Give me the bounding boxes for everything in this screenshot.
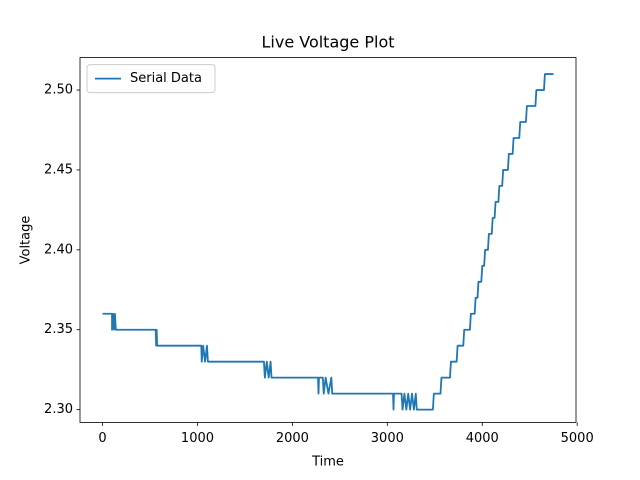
- x-tick-label: 3000: [371, 431, 404, 446]
- y-tick-label: 2.50: [44, 83, 73, 98]
- y-tick-label: 2.30: [44, 402, 73, 417]
- x-tick-label: 5000: [561, 431, 594, 446]
- axes-frame: [79, 57, 577, 423]
- x-axis-label: Time: [311, 455, 344, 470]
- x-tick-label: 2000: [276, 431, 309, 446]
- x-tick-label: 4000: [466, 431, 499, 446]
- data-line: [102, 73, 554, 411]
- legend-box: [86, 64, 216, 94]
- y-axis-label: Voltage: [19, 216, 34, 265]
- x-tick-label: 0: [98, 431, 106, 446]
- y-tick-label: 2.40: [44, 242, 73, 257]
- chart-title: Live Voltage Plot: [261, 33, 394, 52]
- y-tick-label: 2.45: [44, 162, 73, 177]
- y-tick-label: 2.35: [44, 322, 73, 337]
- x-tick-label: 1000: [181, 431, 214, 446]
- legend-label: Serial Data: [130, 71, 202, 86]
